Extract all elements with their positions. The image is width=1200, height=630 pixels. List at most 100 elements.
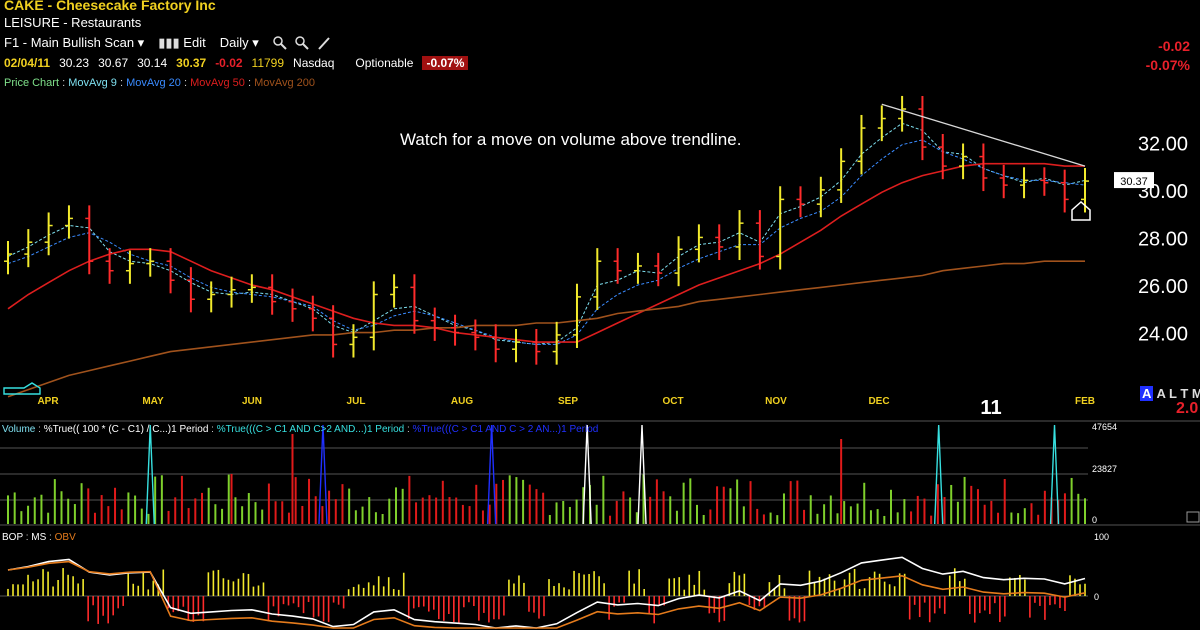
price-bar [491,324,500,363]
alert-label: A A L T M L [1140,386,1200,401]
price-bar [877,105,886,142]
bop-legend: BOP : MS : OBV [2,532,76,543]
price-bar [207,281,216,313]
x-tick-label: AUG [451,396,473,407]
alert-arrow-icon [1071,200,1091,221]
legend-indicator-1: %True(( 100 * (C - C1) / C...)1 Period [43,424,209,435]
volume-legend: Volume : %True(( 100 * (C - C1) / C...)1… [2,424,599,435]
price-bar [776,186,785,270]
indicator-spike [637,424,647,525]
price-bar [898,95,907,132]
price-bar [593,248,602,310]
quote-open: 30.23 [59,56,90,70]
x-tick-label: FEB [1075,396,1095,407]
price-bar [938,133,947,180]
ma200-line [7,260,1085,398]
bars-icon: ▮▮▮ [158,35,180,50]
price-bar [532,328,541,365]
legend-ma9: MovAvg 9 [68,77,117,89]
alert-a-badge[interactable]: A [1140,386,1154,401]
zoom-tools [273,36,331,50]
price-bar [1040,167,1049,196]
price-bar [430,307,439,341]
price-bar [552,321,561,365]
y-tick-label: 24.00 [1138,324,1188,346]
price-bar [349,324,358,358]
edit-button[interactable]: ▮▮▮ Edit [158,35,206,50]
price-bar [1020,167,1029,199]
ticker-title: CAKE - Cheesecake Factory Inc [4,0,216,13]
price-bar [959,143,968,180]
indicator-spike [145,424,155,525]
indicator-spike [933,424,944,525]
price-bar [674,236,683,287]
bop-panel: 100 0 [0,532,1109,629]
right-change-pct: -0.07% [1145,57,1190,73]
price-bar [979,143,988,192]
y-tick-label: 32.00 [1138,133,1188,155]
y-tick-label: 28.00 [1138,228,1188,250]
price-bar [999,164,1008,199]
ms-line [7,556,1086,629]
x-tick-label: MAY [142,396,164,407]
price-bar [735,210,744,261]
legend-ma50: MovAvg 50 [190,77,245,89]
legend-ma20: MovAvg 20 [126,77,181,89]
zoom-in-icon[interactable] [273,36,287,50]
price-bar [227,276,236,308]
price-bar [186,267,195,313]
y-tick-label: 26.00 [1138,276,1188,298]
draw-pencil-icon[interactable] [317,36,331,50]
volume-tick-label: 23827 [1092,464,1117,474]
legend-bop: BOP [2,532,23,543]
price-bar [247,274,256,303]
alert-text: A L T M L [1156,386,1200,401]
quote-date: 02/04/11 [4,56,51,70]
x-tick-label: DEC [868,396,889,407]
quote-exchange: Nasdaq [293,56,335,70]
price-bar [837,148,846,203]
price-bar [24,229,33,268]
x-tick-label: JUL [347,396,366,407]
price-bar [64,205,73,239]
price-bar [410,274,419,334]
period-selector[interactable]: Daily ▾ [219,35,259,50]
scan-selector[interactable]: F1 - Main Bullish Scan ▾ [4,35,145,50]
price-bar [694,224,703,263]
price-bar [308,295,317,332]
price-bar [471,319,480,351]
price-bar [451,314,460,346]
price-bar [816,176,825,218]
x-tick-label: OCT [662,396,683,407]
quote-low: 30.14 [137,56,168,70]
alert-value: 2.0 [1176,400,1199,417]
bop-tick-label: 100 [1094,532,1109,542]
zoom-out-icon[interactable] [295,36,309,50]
price-legend: Price Chart : MovAvg 9 : MovAvg 20 : Mov… [4,77,316,89]
trendline [881,103,1086,167]
indicator-spike [1049,424,1060,525]
ma9-line [7,122,1086,345]
indicator-spike [486,424,497,525]
price-bar [512,328,521,363]
quote-high: 30.67 [98,56,129,70]
price-bar [572,283,581,349]
price-bar [1060,169,1069,213]
industry-label: LEISURE - Restaurants [4,15,142,30]
change-pct-badge: -0.07% [422,56,469,70]
x-tick-label: SEP [558,396,578,407]
legend-ma200: MovAvg 200 [254,77,316,89]
price-bar [268,274,277,315]
price-bar [105,248,114,284]
last-price-tag-box [1114,172,1154,189]
x-tick-label: JUN [242,396,262,407]
quote-close: 30.37 [176,56,207,70]
volume-panel: 47654 23827 0 [0,420,1200,526]
x-tick-label: 11 [980,397,1001,419]
quote-volume: 11799 [251,56,285,70]
legend-indicator-3: %True(((C > C1 AND C > 2 AN...)1 Period [412,424,599,435]
price-bar [166,248,175,294]
